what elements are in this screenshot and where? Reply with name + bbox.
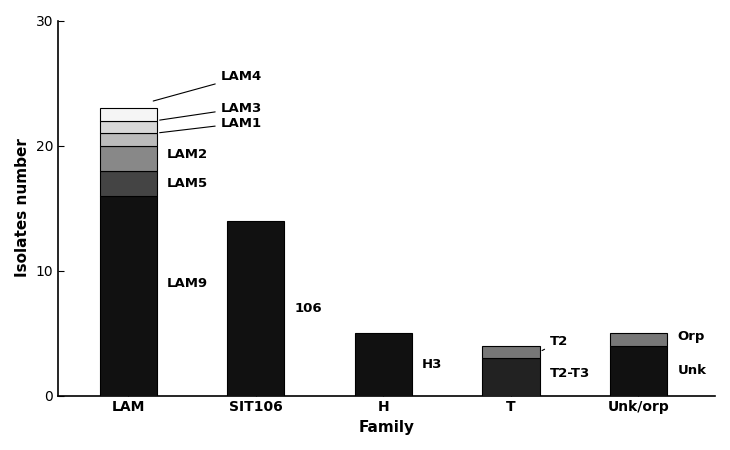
Text: LAM5: LAM5 <box>167 176 208 189</box>
Text: 106: 106 <box>295 302 323 315</box>
X-axis label: Family: Family <box>358 420 415 435</box>
Bar <box>99 171 157 196</box>
Bar <box>99 196 157 396</box>
Bar <box>610 346 667 396</box>
Bar <box>227 220 285 396</box>
Text: LAM9: LAM9 <box>167 277 208 289</box>
Bar <box>99 145 157 171</box>
Bar <box>483 358 539 396</box>
Text: Orp: Orp <box>677 330 704 343</box>
Bar <box>610 333 667 346</box>
Text: T2-T3: T2-T3 <box>550 367 590 380</box>
Bar <box>483 346 539 358</box>
Text: LAM2: LAM2 <box>167 148 208 161</box>
Text: LAM1: LAM1 <box>160 117 262 133</box>
Text: H3: H3 <box>422 358 442 371</box>
Bar <box>99 133 157 145</box>
Text: Unk: Unk <box>677 364 707 377</box>
Text: LAM4: LAM4 <box>153 70 262 101</box>
Text: LAM3: LAM3 <box>160 102 262 120</box>
Bar <box>99 108 157 121</box>
Bar <box>355 333 412 396</box>
Y-axis label: Isolates number: Isolates number <box>15 139 30 278</box>
Bar <box>99 121 157 133</box>
Text: T2: T2 <box>542 335 568 351</box>
